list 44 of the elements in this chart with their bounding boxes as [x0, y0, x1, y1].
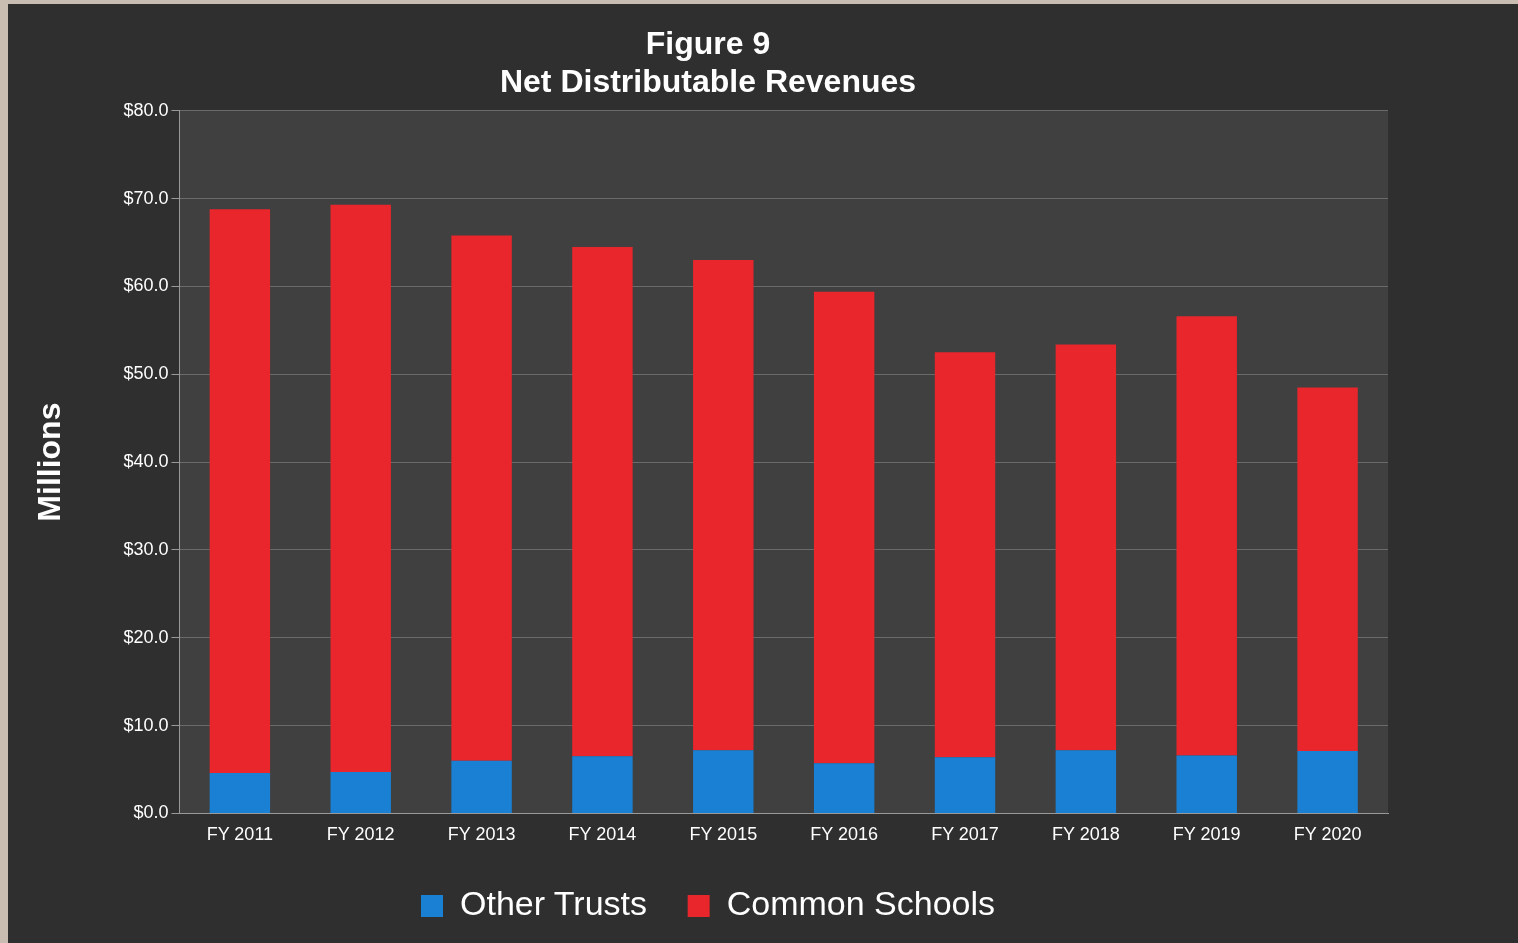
y-axis-title: Millions [31, 402, 68, 522]
y-tick-label: $30.0 [123, 538, 169, 559]
x-tick-label: FY 2011 [206, 824, 274, 845]
bar [209, 209, 271, 773]
bar [934, 757, 996, 813]
bar [451, 235, 512, 761]
bar [813, 291, 875, 764]
bar [934, 352, 996, 758]
y-tick-label: $0.0 [133, 802, 169, 823]
bar [1176, 316, 1237, 756]
y-tick-label: $40.0 [123, 451, 169, 472]
legend-label: Common Schools [726, 884, 996, 923]
x-tick-label: FY 2012 [326, 824, 395, 845]
x-tick-label: FY 2018 [1051, 824, 1120, 845]
y-tick-label: $70.0 [123, 187, 169, 208]
bar [1055, 344, 1117, 751]
x-tick-label: FY 2016 [810, 824, 879, 845]
bar [330, 772, 391, 813]
bar [330, 204, 391, 773]
bar [1297, 751, 1358, 813]
bar [209, 773, 271, 813]
legend-label: Other Trusts [460, 884, 648, 923]
y-tick-label: $50.0 [123, 363, 169, 384]
chart-title: Figure 9 [645, 25, 771, 62]
bar [693, 260, 754, 751]
x-tick-label: FY 2014 [568, 824, 637, 845]
x-tick-label: FY 2015 [689, 824, 758, 845]
bar [1176, 755, 1237, 813]
chart-subtitle: Net Distributable Revenues [499, 63, 917, 100]
y-tick-label: $20.0 [123, 626, 169, 647]
x-tick-label: FY 2013 [447, 824, 516, 845]
bar [572, 246, 633, 757]
y-tick-label: $10.0 [123, 714, 169, 735]
x-tick-label: FY 2020 [1293, 824, 1362, 845]
y-tick-label: $60.0 [123, 275, 169, 296]
x-tick-label: FY 2017 [931, 824, 999, 845]
x-tick-label: FY 2019 [1172, 824, 1241, 845]
y-tick-label: $80.0 [123, 99, 169, 120]
bar [813, 763, 875, 813]
bar [693, 750, 754, 813]
bar [1055, 750, 1117, 813]
bar [1297, 387, 1358, 752]
bar [572, 756, 633, 813]
bar [451, 760, 512, 813]
